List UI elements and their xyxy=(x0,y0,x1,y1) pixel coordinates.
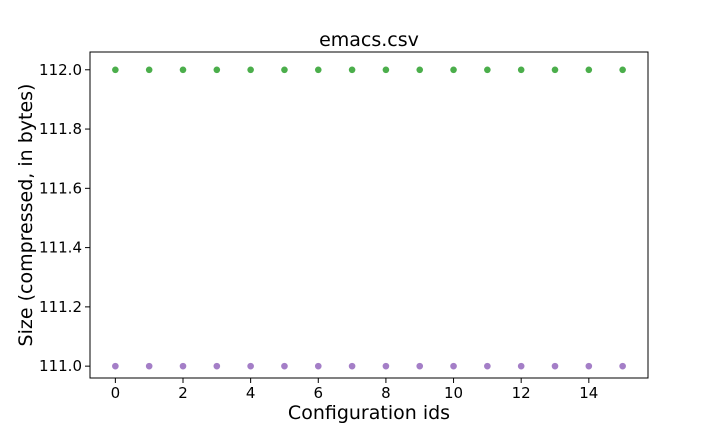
y-tick-label: 111.0 xyxy=(39,357,82,375)
data-point-s1-0 xyxy=(112,362,119,370)
x-tick-label: 10 xyxy=(444,384,463,402)
plot-area-frame xyxy=(89,51,649,379)
data-point-s0-9 xyxy=(416,66,424,74)
y-axis-label: Size (compressed, in bytes) xyxy=(15,84,37,347)
data-point-s1-2 xyxy=(179,362,187,370)
y-tick-label: 111.2 xyxy=(39,298,82,316)
data-point-s0-8 xyxy=(382,66,390,74)
data-point-s0-10 xyxy=(450,66,457,74)
data-point-s0-1 xyxy=(145,66,153,74)
data-point-s0-12 xyxy=(517,66,525,74)
chart-title: emacs.csv xyxy=(319,29,419,51)
data-point-s1-13 xyxy=(551,362,559,370)
y-tick-label: 111.6 xyxy=(39,179,82,197)
data-point-s1-4 xyxy=(247,362,254,370)
x-tick-label: 2 xyxy=(178,384,188,402)
x-tick-label: 14 xyxy=(579,384,598,402)
data-point-s0-6 xyxy=(314,66,322,74)
data-point-s0-3 xyxy=(213,66,221,74)
data-point-s0-11 xyxy=(484,66,491,74)
data-point-s1-8 xyxy=(382,362,390,370)
y-axis-ticks: 111.0 111.2 111.4 111.6 111.8 112.0 xyxy=(39,61,90,375)
x-tick-label: 6 xyxy=(313,384,323,402)
data-point-s1-7 xyxy=(348,362,356,370)
data-point-s0-15 xyxy=(619,66,626,74)
x-axis-label: Configuration ids xyxy=(288,402,450,424)
data-point-s1-1 xyxy=(145,362,153,370)
data-point-s0-5 xyxy=(281,66,288,74)
data-points xyxy=(112,66,626,370)
data-point-s0-2 xyxy=(179,66,187,74)
data-point-s1-14 xyxy=(585,362,593,370)
data-point-s1-9 xyxy=(416,362,424,370)
x-tick-label: 0 xyxy=(111,384,121,402)
data-point-s0-0 xyxy=(112,66,119,74)
data-point-s0-4 xyxy=(247,66,254,74)
data-point-s1-6 xyxy=(314,362,322,370)
data-point-s0-14 xyxy=(585,66,593,74)
data-point-s1-12 xyxy=(517,362,525,370)
data-point-s1-11 xyxy=(484,362,491,370)
y-tick-label: 111.4 xyxy=(39,239,82,257)
data-point-s1-10 xyxy=(450,362,457,370)
y-tick-label: 111.8 xyxy=(39,120,82,138)
x-tick-label: 4 xyxy=(246,384,256,402)
data-point-s0-7 xyxy=(348,66,356,74)
data-point-s1-15 xyxy=(619,362,626,370)
x-tick-label: 8 xyxy=(381,384,391,402)
data-point-s0-13 xyxy=(551,66,559,74)
x-axis-ticks: 0 2 4 6 8 10 12 14 xyxy=(111,378,598,402)
data-point-s1-3 xyxy=(213,362,221,370)
data-point-s1-5 xyxy=(281,362,288,370)
x-tick-label: 12 xyxy=(512,384,531,402)
y-tick-label: 112.0 xyxy=(39,61,82,79)
